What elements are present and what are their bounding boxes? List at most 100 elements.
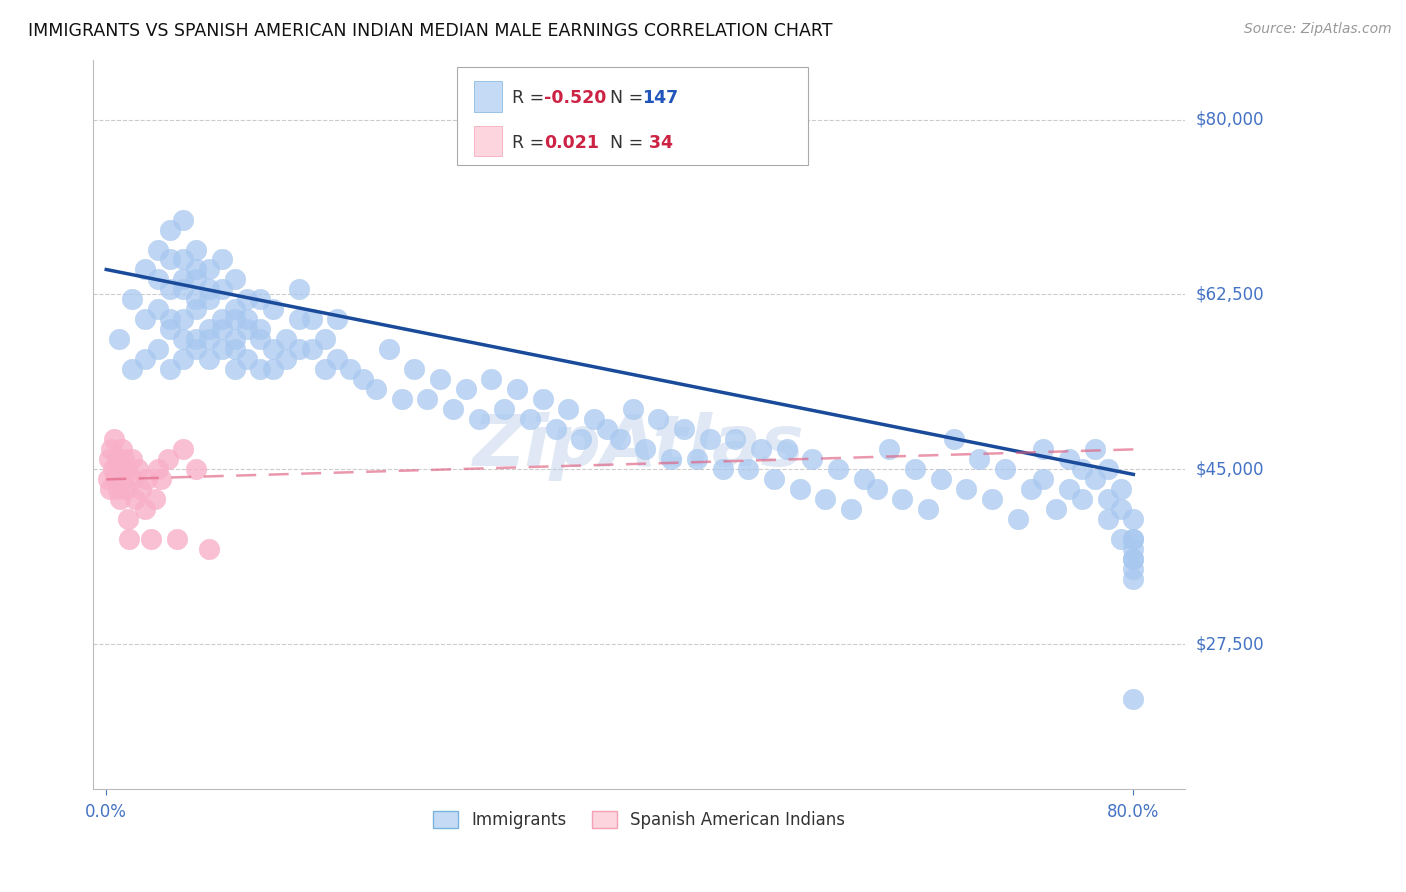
Point (159, 283, 181, 297)
Point (134, 502, 156, 516)
Point (429, 372, 451, 386)
Text: 147: 147 (643, 89, 679, 107)
Point (211, 283, 233, 297)
Point (852, 472, 875, 486)
Point (198, 352, 221, 367)
Point (326, 352, 349, 367)
Point (129, 483, 152, 497)
Point (288, 283, 311, 297)
Point (969, 452, 991, 467)
Point (184, 343, 207, 357)
Point (1122, 533, 1144, 547)
Point (339, 362, 361, 376)
Point (146, 243, 169, 257)
Point (1122, 692, 1144, 706)
Point (506, 383, 529, 397)
Point (100, 442, 122, 457)
Point (159, 312, 181, 326)
Point (416, 392, 439, 407)
Point (172, 252, 194, 267)
Point (596, 422, 619, 436)
Point (172, 442, 194, 457)
Point (609, 433, 631, 447)
Point (776, 442, 799, 457)
Point (274, 352, 297, 367)
Point (814, 492, 837, 507)
Point (108, 462, 131, 476)
Point (134, 352, 156, 367)
Point (172, 352, 194, 367)
Text: ZipAtlas: ZipAtlas (474, 412, 806, 481)
Point (377, 343, 399, 357)
Point (156, 452, 179, 467)
Point (441, 402, 464, 417)
Point (454, 383, 477, 397)
Point (184, 293, 207, 307)
Text: -0.520: -0.520 (544, 89, 606, 107)
Point (531, 392, 554, 407)
Point (184, 462, 207, 476)
Point (211, 252, 233, 267)
Point (583, 412, 606, 426)
Point (621, 402, 644, 417)
Point (1071, 462, 1094, 476)
Point (134, 262, 156, 277)
Point (211, 343, 233, 357)
Point (1122, 542, 1144, 557)
Point (107, 483, 129, 497)
Point (364, 383, 387, 397)
Point (141, 533, 163, 547)
Point (115, 462, 138, 476)
Point (711, 462, 734, 476)
Point (104, 472, 127, 486)
Point (647, 412, 669, 426)
Point (136, 472, 159, 486)
Point (672, 422, 695, 436)
Point (122, 472, 145, 486)
Point (326, 312, 349, 326)
Point (172, 212, 194, 227)
Point (211, 312, 233, 326)
Text: N =: N = (610, 89, 650, 107)
Point (801, 452, 824, 467)
Point (111, 442, 134, 457)
Point (569, 433, 592, 447)
Point (839, 502, 862, 516)
Point (146, 462, 169, 476)
Point (544, 422, 567, 436)
Point (134, 312, 156, 326)
Point (249, 322, 271, 336)
Point (146, 343, 169, 357)
Point (236, 312, 259, 326)
Point (762, 472, 785, 486)
Point (929, 472, 952, 486)
Point (955, 483, 977, 497)
Point (112, 452, 135, 467)
Point (172, 333, 194, 347)
Point (391, 392, 413, 407)
Point (749, 442, 772, 457)
Point (301, 343, 323, 357)
Point (224, 362, 246, 376)
Point (1057, 483, 1080, 497)
Point (105, 452, 128, 467)
Point (1097, 492, 1119, 507)
Point (224, 302, 246, 317)
Point (686, 452, 709, 467)
Point (994, 462, 1017, 476)
Point (1057, 452, 1080, 467)
Point (121, 362, 143, 376)
Point (494, 402, 516, 417)
Point (1045, 502, 1067, 516)
Point (159, 322, 181, 336)
Point (1109, 483, 1132, 497)
Point (224, 333, 246, 347)
Point (1109, 533, 1132, 547)
Point (249, 362, 271, 376)
Point (1007, 512, 1029, 526)
Point (1084, 472, 1107, 486)
Text: IMMIGRANTS VS SPANISH AMERICAN INDIAN MEDIAN MALE EARNINGS CORRELATION CHART: IMMIGRANTS VS SPANISH AMERICAN INDIAN ME… (28, 22, 832, 40)
Legend: Immigrants, Spanish American Indians: Immigrants, Spanish American Indians (426, 804, 852, 836)
Point (121, 452, 143, 467)
Point (1122, 552, 1144, 566)
